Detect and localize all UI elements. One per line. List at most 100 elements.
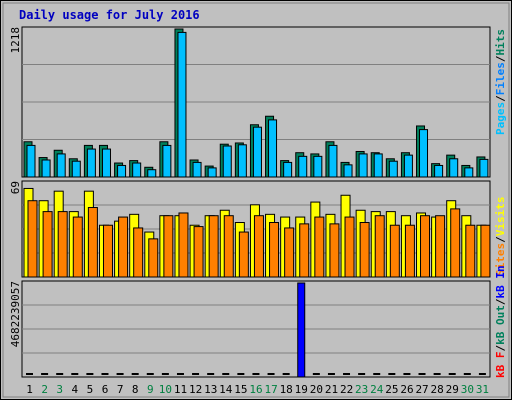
bar-kb-zero xyxy=(448,373,456,375)
legend-hits: Hits xyxy=(494,29,507,56)
bar-sites xyxy=(178,212,189,278)
x-tick-label: 26 xyxy=(400,383,413,396)
bar-files xyxy=(343,164,353,178)
bar-sites xyxy=(420,215,431,278)
x-tick-label: 31 xyxy=(476,383,489,396)
bar-files xyxy=(86,148,96,178)
bar-files xyxy=(268,119,278,178)
bar-kb-zero xyxy=(463,373,471,375)
bar-files xyxy=(177,31,187,178)
x-tick-label: 8 xyxy=(132,383,139,396)
bar-sites xyxy=(42,211,53,278)
bar-sites xyxy=(344,216,355,278)
x-tick-label: 23 xyxy=(355,383,368,396)
bar-files xyxy=(41,159,51,178)
x-tick-label: 30 xyxy=(461,383,474,396)
legend-visits: Visits xyxy=(494,197,507,237)
legend-separator: / xyxy=(494,345,507,352)
bar-files xyxy=(464,167,474,178)
bar-files xyxy=(192,161,202,178)
bar-sites xyxy=(374,215,385,278)
legend-kb-in: kB In xyxy=(494,265,507,298)
x-axis-labels: 1 2 3 4 5 6 7 8 9 10 11 12 13 14 15 16 17 18 19 20 21 22 23 24 2… xyxy=(26,383,489,396)
bar-sites xyxy=(329,223,340,278)
bar-sites xyxy=(193,226,204,278)
bar-kb-zero xyxy=(388,373,396,375)
bar-sites xyxy=(72,216,83,278)
bar-kb-zero xyxy=(478,373,486,375)
bar-sites xyxy=(435,215,446,278)
bar-kb-zero xyxy=(282,373,290,375)
bar-files xyxy=(313,155,323,178)
bar-files xyxy=(207,167,217,178)
bar-sites xyxy=(208,215,219,278)
bar-kb-zero xyxy=(41,373,49,375)
legend-files: Files xyxy=(494,62,507,95)
bar-sites xyxy=(269,222,280,278)
panel-hits-ymax-label: 1218 xyxy=(9,27,22,54)
chart-inner-frame xyxy=(2,2,510,398)
bar-files xyxy=(419,129,429,178)
x-tick-label: 1 xyxy=(26,383,33,396)
bar-kb-zero xyxy=(101,373,109,375)
x-tick-label: 18 xyxy=(280,383,293,396)
bar-files xyxy=(298,155,308,178)
bar-sites xyxy=(450,208,461,278)
bar-files xyxy=(479,158,489,178)
bar-files xyxy=(147,169,157,178)
legend-separator: / xyxy=(494,236,507,243)
x-tick-label: 4 xyxy=(72,383,79,396)
bar-kb-zero xyxy=(176,373,184,375)
bar-sites xyxy=(87,207,98,278)
bar-sites xyxy=(118,216,129,278)
x-tick-label: 12 xyxy=(189,383,202,396)
bar-sites xyxy=(133,227,144,278)
bar-files xyxy=(373,153,383,178)
x-tick-label: 9 xyxy=(147,383,154,396)
legend-kb: kB F/kB Out/kB In xyxy=(494,265,507,378)
bar-kb-zero xyxy=(312,373,320,375)
bar-sites xyxy=(148,238,159,278)
bar-kb-zero xyxy=(26,373,33,375)
panel-visits-ymax-label: 69 xyxy=(9,181,22,194)
x-tick-label: 25 xyxy=(385,383,398,396)
x-tick-label: 2 xyxy=(41,383,48,396)
bar-sites xyxy=(359,222,370,278)
bar-kb-zero xyxy=(207,373,215,375)
bar-sites xyxy=(223,215,234,278)
bar-kb-zero xyxy=(86,373,94,375)
x-tick-label: 15 xyxy=(234,383,247,396)
bar-kb-zero xyxy=(267,373,275,375)
bar-kb-zero xyxy=(237,373,245,375)
bar-files xyxy=(252,126,262,178)
x-tick-label: 3 xyxy=(56,383,63,396)
bar-files xyxy=(117,164,127,178)
bar-sites xyxy=(389,224,400,278)
legend-pages: Pages xyxy=(494,102,507,135)
bar-sites xyxy=(27,200,38,278)
bar-kb-zero xyxy=(343,373,351,375)
legend-separator: / xyxy=(494,95,507,102)
bar-kb-zero xyxy=(146,373,154,375)
bar-sites xyxy=(57,211,68,278)
x-tick-label: 13 xyxy=(204,383,217,396)
bar-kb-zero xyxy=(161,373,169,375)
bar-kb-zero xyxy=(56,373,64,375)
legend-visits-sites: Sites/Visits xyxy=(494,197,507,277)
legend-hits-files-pages: Pages/Files/Hits xyxy=(494,29,507,135)
bar-kb-zero xyxy=(403,373,411,375)
x-tick-label: 7 xyxy=(117,383,124,396)
bar-files xyxy=(283,161,293,178)
bar-sites xyxy=(314,216,325,278)
bar-kb-in xyxy=(297,282,306,378)
bar-files xyxy=(162,144,172,178)
bar-sites xyxy=(480,224,491,278)
x-tick-label: 6 xyxy=(102,383,109,396)
bar-files xyxy=(56,153,66,178)
legend-sites: Sites xyxy=(494,243,507,276)
x-tick-label: 24 xyxy=(370,383,384,396)
bar-files xyxy=(358,153,368,178)
bar-sites xyxy=(404,224,415,278)
